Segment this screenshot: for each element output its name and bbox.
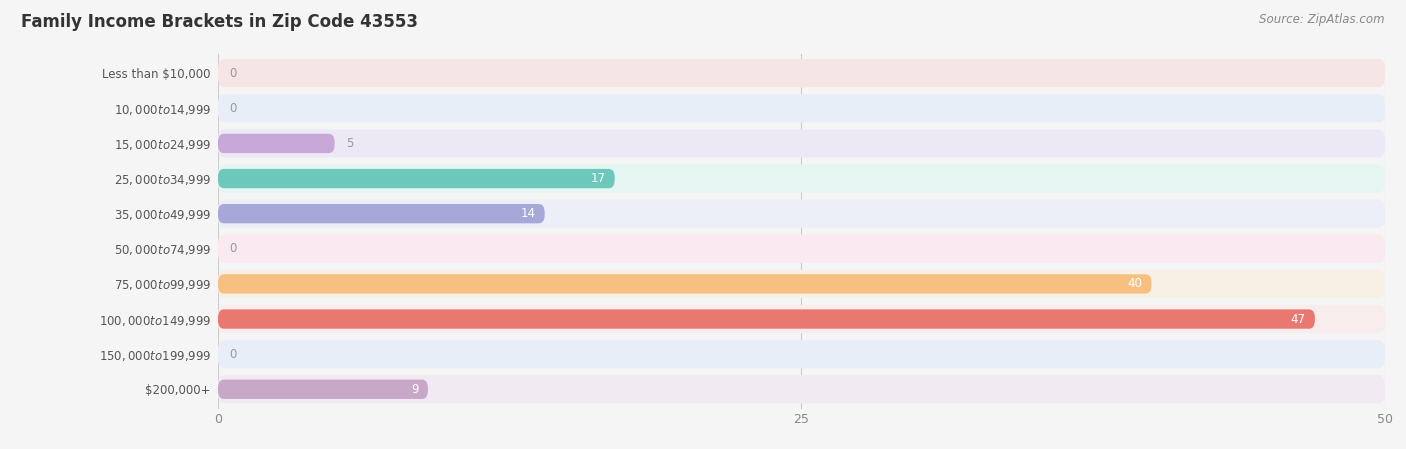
FancyBboxPatch shape: [218, 200, 1385, 228]
Text: 0: 0: [229, 102, 238, 115]
Text: 9: 9: [411, 383, 419, 396]
FancyBboxPatch shape: [218, 375, 1385, 403]
Text: 14: 14: [520, 207, 536, 220]
FancyBboxPatch shape: [218, 340, 1385, 368]
Text: Family Income Brackets in Zip Code 43553: Family Income Brackets in Zip Code 43553: [21, 13, 418, 31]
FancyBboxPatch shape: [218, 305, 1385, 333]
Text: 0: 0: [229, 67, 238, 79]
FancyBboxPatch shape: [218, 309, 1315, 329]
Text: Source: ZipAtlas.com: Source: ZipAtlas.com: [1260, 13, 1385, 26]
Text: 0: 0: [229, 242, 238, 255]
Text: 17: 17: [591, 172, 606, 185]
FancyBboxPatch shape: [218, 235, 1385, 263]
FancyBboxPatch shape: [218, 134, 335, 153]
FancyBboxPatch shape: [218, 204, 544, 223]
FancyBboxPatch shape: [218, 274, 1152, 294]
Text: 0: 0: [229, 348, 238, 361]
Text: 5: 5: [346, 137, 354, 150]
FancyBboxPatch shape: [218, 270, 1385, 298]
FancyBboxPatch shape: [218, 94, 1385, 123]
FancyBboxPatch shape: [218, 164, 1385, 193]
Text: 40: 40: [1128, 277, 1142, 291]
Text: 47: 47: [1291, 313, 1306, 326]
FancyBboxPatch shape: [218, 379, 427, 399]
FancyBboxPatch shape: [218, 169, 614, 188]
FancyBboxPatch shape: [218, 59, 1385, 87]
FancyBboxPatch shape: [218, 129, 1385, 158]
